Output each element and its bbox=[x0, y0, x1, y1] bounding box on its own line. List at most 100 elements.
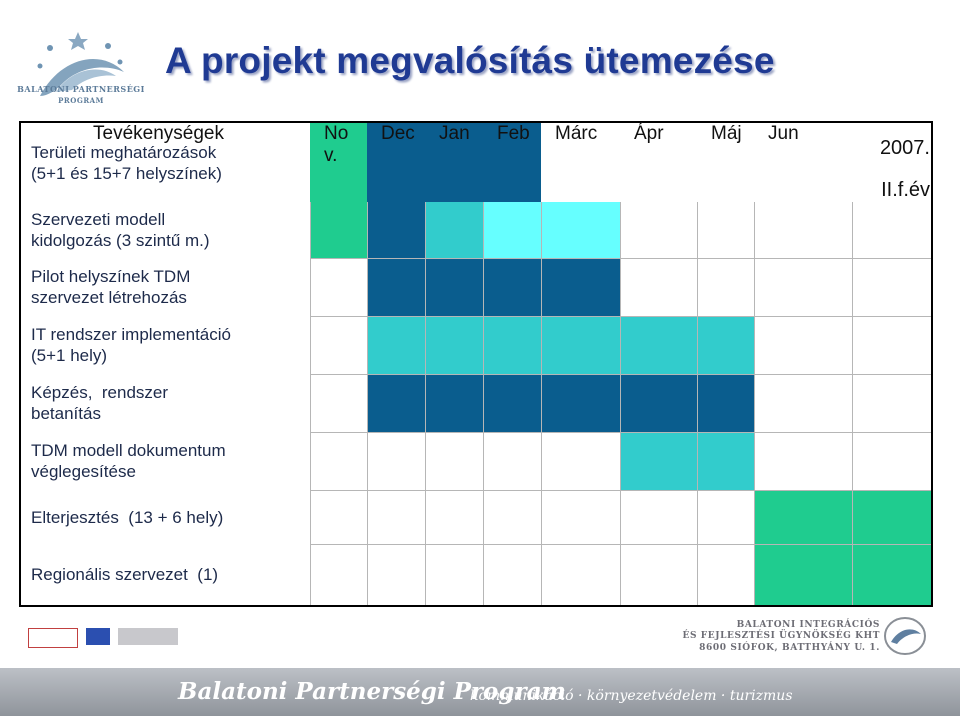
schedule-cell bbox=[620, 432, 697, 490]
schedule-cell bbox=[541, 316, 620, 374]
schedule-cell bbox=[697, 202, 754, 258]
eu-flag-icon bbox=[86, 628, 110, 645]
footer-bar bbox=[0, 668, 960, 716]
schedule-cell bbox=[425, 258, 483, 316]
activity-label: Területi meghatározások (5+1 és 15+7 hel… bbox=[31, 142, 222, 183]
schedule-cell bbox=[697, 374, 754, 432]
schedule-cell bbox=[620, 258, 697, 316]
month-header: Feb bbox=[497, 123, 530, 144]
schedule-cell bbox=[483, 544, 541, 605]
schedule-cell bbox=[367, 374, 425, 432]
schedule-cell bbox=[541, 123, 620, 202]
schedule-cell bbox=[541, 374, 620, 432]
month-header: Dec bbox=[381, 123, 415, 144]
schedule-cell bbox=[310, 123, 367, 202]
schedule-cell bbox=[310, 202, 367, 258]
schedule-cell bbox=[425, 202, 483, 258]
schedule-cell bbox=[754, 374, 852, 432]
schedule-grid bbox=[310, 123, 931, 605]
activity-label: Pilot helyszínek TDM szervezet létrehozá… bbox=[31, 267, 191, 307]
schedule-cell bbox=[367, 202, 425, 258]
schedule-cell bbox=[425, 490, 483, 544]
schedule-cell bbox=[697, 316, 754, 374]
schedule-cell bbox=[367, 544, 425, 605]
schedule-cell bbox=[754, 432, 852, 490]
month-header: Jan bbox=[439, 123, 470, 144]
schedule-cell bbox=[541, 544, 620, 605]
schedule-cell bbox=[620, 490, 697, 544]
schedule-cell bbox=[754, 316, 852, 374]
schedule-cell bbox=[852, 432, 931, 490]
schedule-cell bbox=[620, 374, 697, 432]
schedule-cell bbox=[310, 432, 367, 490]
schedule-cell bbox=[541, 490, 620, 544]
schedule-cell bbox=[425, 432, 483, 490]
balaton-program-logo bbox=[37, 32, 124, 96]
agency-logo-icon bbox=[884, 617, 926, 655]
month-header: Márc bbox=[555, 123, 598, 144]
schedule-cell bbox=[620, 202, 697, 258]
schedule-cell bbox=[541, 432, 620, 490]
schedule-cell bbox=[483, 490, 541, 544]
schedule-cell bbox=[541, 258, 620, 316]
schedule-cell bbox=[620, 123, 697, 202]
activities-header: Tevékenységek bbox=[93, 123, 224, 144]
schedule-cell bbox=[425, 123, 483, 202]
schedule-table: Tevékenységek No v. Dec Jan Feb Márc Ápr Máj Jun… bbox=[19, 121, 933, 607]
schedule-cell bbox=[367, 432, 425, 490]
activity-label: IT rendszer implementáció (5+1 hely) bbox=[31, 325, 231, 365]
schedule-cell bbox=[483, 123, 541, 202]
schedule-cell bbox=[697, 258, 754, 316]
activity-label: Képzés, rendszer betanítás bbox=[31, 383, 169, 423]
schedule-cell bbox=[483, 202, 541, 258]
logo-text-line2: PROGRAM bbox=[58, 96, 104, 105]
logo-text-line1: BALATONI PARTNERSÉGI bbox=[17, 84, 145, 94]
schedule-cell bbox=[425, 374, 483, 432]
agency-name-line2: ÉS FEJLESZTÉSI ÜGYNÖKSÉG KHT bbox=[682, 631, 880, 641]
schedule-cell bbox=[425, 544, 483, 605]
schedule-cell bbox=[697, 490, 754, 544]
schedule-cell bbox=[310, 544, 367, 605]
schedule-cell bbox=[310, 258, 367, 316]
schedule-cell bbox=[697, 432, 754, 490]
schedule-cell bbox=[367, 258, 425, 316]
schedule-cell bbox=[310, 316, 367, 374]
footer-program-title: Balatoni Partnerségi Program bbox=[178, 678, 566, 705]
schedule-cell bbox=[483, 432, 541, 490]
schedule-cell bbox=[367, 123, 425, 202]
schedule-cell bbox=[754, 544, 852, 605]
activity-label: Elterjesztés (13 + 6 hely) bbox=[31, 507, 224, 527]
schedule-cell bbox=[367, 490, 425, 544]
schedule-cell bbox=[754, 123, 852, 202]
footer-tagline: kommunikáció · környezetvédelem · turizm… bbox=[470, 688, 793, 704]
schedule-cell bbox=[483, 316, 541, 374]
schedule-cell bbox=[852, 316, 931, 374]
schedule-cell bbox=[754, 258, 852, 316]
activity-label: Regionális szervezet (1) bbox=[31, 565, 219, 584]
schedule-cell bbox=[697, 544, 754, 605]
schedule-cell bbox=[754, 202, 852, 258]
period-header: 2007. II.f.év bbox=[879, 137, 930, 201]
activity-label: TDM modell dokumentum véglegesítése bbox=[31, 441, 226, 481]
month-header: Jun bbox=[768, 123, 799, 144]
schedule-cell bbox=[541, 202, 620, 258]
schedule-cell bbox=[483, 258, 541, 316]
agency-name-line1: BALATONI INTEGRÁCIÓS bbox=[736, 620, 880, 630]
schedule-cell bbox=[483, 374, 541, 432]
schedule-cell bbox=[852, 374, 931, 432]
schedule-cell bbox=[620, 544, 697, 605]
schedule-cell bbox=[620, 316, 697, 374]
schedule-cell bbox=[852, 202, 931, 258]
page-title: A projekt megvalósítás ütemezése bbox=[165, 40, 775, 81]
schedule-cell bbox=[754, 490, 852, 544]
schedule-cell bbox=[697, 123, 754, 202]
schedule-cell bbox=[310, 490, 367, 544]
month-header: Ápr bbox=[634, 123, 664, 144]
month-header: No v. bbox=[324, 123, 349, 166]
schedule-cell bbox=[852, 490, 931, 544]
schedule-cell bbox=[310, 374, 367, 432]
agency-address: 8600 SIÓFOK, BATTHYÁNY U. 1. bbox=[699, 643, 880, 653]
schedule-cell bbox=[852, 544, 931, 605]
national-development-logo bbox=[28, 628, 78, 648]
activity-label: Szervezeti modell kidolgozás (3 szintű m… bbox=[31, 210, 210, 250]
